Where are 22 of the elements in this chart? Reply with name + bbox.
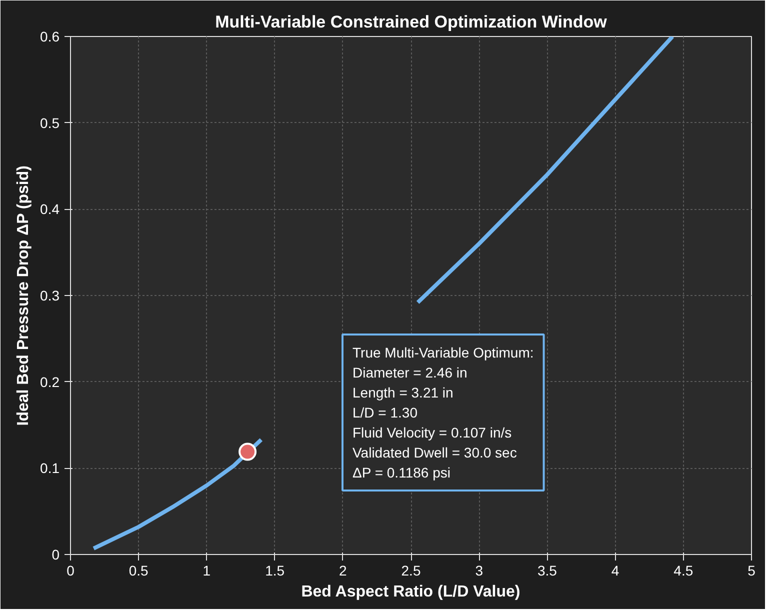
y-tick-label: 0.6	[40, 28, 60, 44]
y-tick-label: 0.2	[40, 374, 60, 390]
x-tick-label: 0.5	[128, 562, 149, 578]
y-axis-title: Ideal Bed Pressure Drop ΔP (psid)	[15, 166, 32, 426]
y-tick-label: 0.1	[40, 460, 60, 476]
x-tick-label: 4	[611, 562, 620, 578]
chart-title: Multi-Variable Constrained Optimization Window	[215, 12, 608, 32]
x-tick-label: 4.5	[674, 562, 694, 578]
x-tick-label: 2	[339, 562, 348, 578]
x-tick-label: 3	[475, 562, 484, 578]
annotation: True Multi-Variable Optimum: Diameter = 2.46 in Length = 3.21 in L/D = 1.30 Fluid Velocity = 0.107 in/s Validated Dwell = 30.0 sec ΔP = 0.1186 psi	[352, 344, 534, 480]
x-tick-label: 5	[748, 562, 756, 578]
y-tick-label: 0.4	[40, 201, 60, 218]
y-tick-label: 0.5	[40, 114, 60, 131]
x-tick-label: 1.5	[265, 562, 285, 578]
y-tick-label: 0	[52, 546, 60, 562]
x-axis-title: Bed Aspect Ratio (L/D Value)	[301, 584, 520, 600]
x-tick-label: 2.5	[401, 562, 421, 578]
y-tick-label: 0.3	[40, 288, 60, 304]
x-tick-label: 3.5	[537, 562, 558, 578]
x-tick-label: 0	[66, 562, 75, 578]
x-tick-label: 1	[202, 562, 211, 578]
